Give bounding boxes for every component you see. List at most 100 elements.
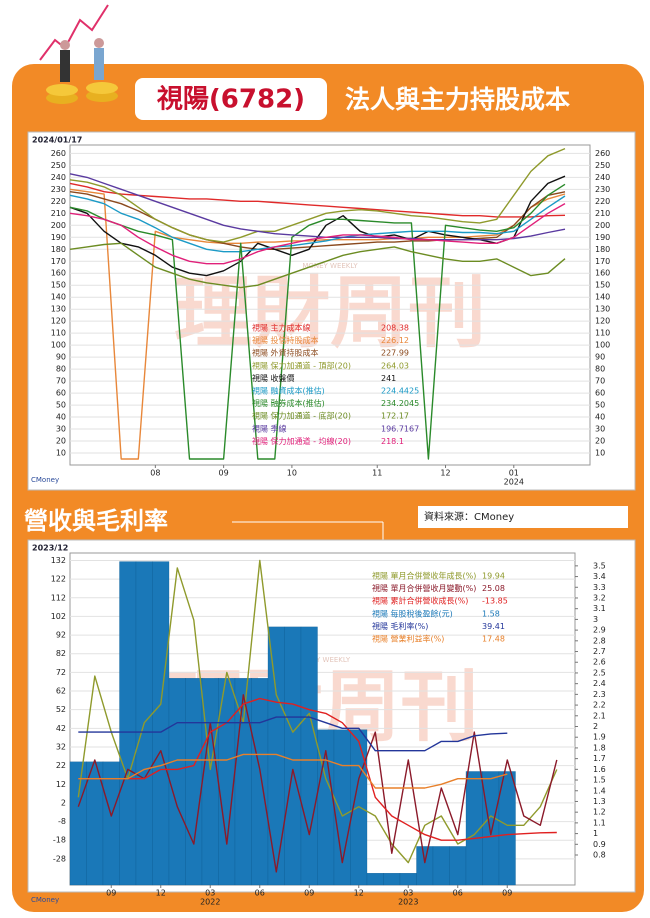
x-tick-label: 06 bbox=[255, 889, 265, 898]
y-tick-label-right: 190 bbox=[595, 233, 610, 242]
y-tick-label: 82 bbox=[56, 649, 66, 658]
y-tick-label: 200 bbox=[51, 221, 66, 230]
y2-tick-label: 1.7 bbox=[593, 754, 606, 763]
watermark-sub: MONEY WEEKLY bbox=[295, 656, 351, 664]
series-line bbox=[69, 183, 566, 460]
watermark: 理財周刊 bbox=[174, 268, 486, 358]
y2-tick-label: 2.1 bbox=[593, 711, 606, 720]
y-tick-label-right: 160 bbox=[595, 269, 610, 278]
y-tick-label: -28 bbox=[53, 854, 66, 863]
y-tick-label-right: 10 bbox=[595, 449, 605, 458]
y2-tick-label: 1.3 bbox=[593, 797, 606, 806]
y-tick-label-right: 90 bbox=[595, 353, 605, 362]
y2-tick-label: 2.7 bbox=[593, 647, 606, 656]
y2-tick-label: 1 bbox=[593, 829, 598, 838]
bar bbox=[399, 873, 417, 886]
y-tick-label-right: 70 bbox=[595, 377, 605, 386]
legend-label: 視陽 單月合併營收月變動(%) bbox=[372, 583, 476, 593]
legend-label: 視陽 單月合併營收年成長(%) bbox=[372, 571, 476, 581]
y-tick-label-right: 120 bbox=[595, 317, 610, 326]
y-tick-label: 40 bbox=[56, 413, 66, 422]
x-tick-label: 03 bbox=[403, 889, 413, 898]
y-tick-label: 12 bbox=[56, 780, 66, 789]
y-tick-label: 230 bbox=[51, 185, 66, 194]
legend-label: 視陽 主力成本線 bbox=[252, 323, 311, 333]
y-tick-label-right: 80 bbox=[595, 365, 605, 374]
y-tick-label-right: 100 bbox=[595, 341, 610, 350]
bar bbox=[234, 678, 252, 886]
y-tick-label: 92 bbox=[56, 631, 66, 640]
bar bbox=[69, 761, 87, 886]
legend-label: 視陽 保力加通道 - 均線(20) bbox=[252, 436, 351, 446]
y2-tick-label: 1.8 bbox=[593, 743, 606, 752]
y-tick-label-right: 20 bbox=[595, 437, 605, 446]
y-tick-label-right: 60 bbox=[595, 389, 605, 398]
y2-tick-label: 3.4 bbox=[593, 572, 606, 581]
legend-value: 39.41 bbox=[482, 622, 505, 631]
y2-tick-label: 2.3 bbox=[593, 690, 606, 699]
y2-tick-label: 1.4 bbox=[593, 786, 606, 795]
y-tick-label-right: 230 bbox=[595, 185, 610, 194]
y-tick-label: 2 bbox=[61, 798, 66, 807]
bar bbox=[185, 678, 203, 886]
y-tick-label: 180 bbox=[51, 245, 66, 254]
y-tick-label-right: 150 bbox=[595, 281, 610, 290]
stock-pill bbox=[135, 78, 327, 120]
series-line bbox=[77, 694, 558, 873]
legend-value: 19.94 bbox=[482, 572, 505, 581]
legend-value: -13.85 bbox=[482, 597, 508, 606]
x-tick-label: 12 bbox=[354, 889, 364, 898]
y-tick-label: 100 bbox=[51, 341, 66, 350]
x-tick-label: 09 bbox=[106, 889, 116, 898]
plot-area bbox=[69, 144, 591, 466]
bar bbox=[251, 678, 269, 886]
legend-value: 17.48 bbox=[482, 635, 505, 644]
y-tick-label: 60 bbox=[56, 389, 66, 398]
bar bbox=[284, 626, 302, 886]
y-tick-label: 10 bbox=[56, 449, 66, 458]
bar bbox=[432, 846, 450, 886]
y-tick-label-right: 210 bbox=[595, 209, 610, 218]
legend-value: 208.38 bbox=[381, 324, 409, 333]
y2-tick-label: 3.1 bbox=[593, 604, 606, 613]
x-tick-label: 09 bbox=[304, 889, 314, 898]
y2-tick-label: 0.8 bbox=[593, 851, 606, 860]
bar bbox=[168, 678, 186, 886]
x-tick-label: 12 bbox=[156, 889, 166, 898]
bar bbox=[416, 846, 434, 886]
x-tick-label: 01 bbox=[509, 469, 519, 478]
y-tick-label: 20 bbox=[56, 437, 66, 446]
section-title: 營收與毛利率 bbox=[24, 507, 168, 535]
legend-label: 視陽 營業利益率(%) bbox=[372, 634, 444, 644]
bar bbox=[102, 761, 120, 886]
y2-tick-label: 3.3 bbox=[593, 583, 606, 592]
y-tick-label-right: 250 bbox=[595, 161, 610, 170]
series-line bbox=[69, 194, 566, 253]
x-tick-label: 08 bbox=[150, 469, 160, 478]
bar bbox=[300, 626, 318, 886]
bar bbox=[498, 771, 516, 886]
stock-name: 視陽(6782) bbox=[157, 85, 305, 115]
series-line bbox=[78, 753, 508, 789]
x-year-label: 2024 bbox=[504, 478, 524, 487]
y-tick-label: 62 bbox=[56, 687, 66, 696]
series-line bbox=[77, 559, 558, 864]
series-line bbox=[69, 182, 566, 218]
x-tick-label: 09 bbox=[219, 469, 229, 478]
y-tick-label-right: 110 bbox=[595, 329, 610, 338]
y2-tick-label: 2 bbox=[593, 722, 598, 731]
y-tick-label: 250 bbox=[51, 161, 66, 170]
y-tick-label: 70 bbox=[56, 377, 66, 386]
y-tick-label-right: 170 bbox=[595, 257, 610, 266]
bar bbox=[152, 561, 170, 886]
legend-label: 視陽 累計合併營收成長(%) bbox=[372, 596, 468, 606]
x-year-label: 2022 bbox=[200, 898, 220, 907]
brand: CMoney bbox=[31, 476, 59, 484]
y-tick-label-right: 200 bbox=[595, 221, 610, 230]
y-tick-label: 42 bbox=[56, 724, 66, 733]
series-line bbox=[69, 173, 566, 241]
legend-label: 視陽 投信持股成本 bbox=[252, 335, 319, 345]
deco bbox=[39, 4, 118, 104]
x-tick-label: 06 bbox=[453, 889, 463, 898]
y2-tick-label: 2.2 bbox=[593, 701, 606, 710]
